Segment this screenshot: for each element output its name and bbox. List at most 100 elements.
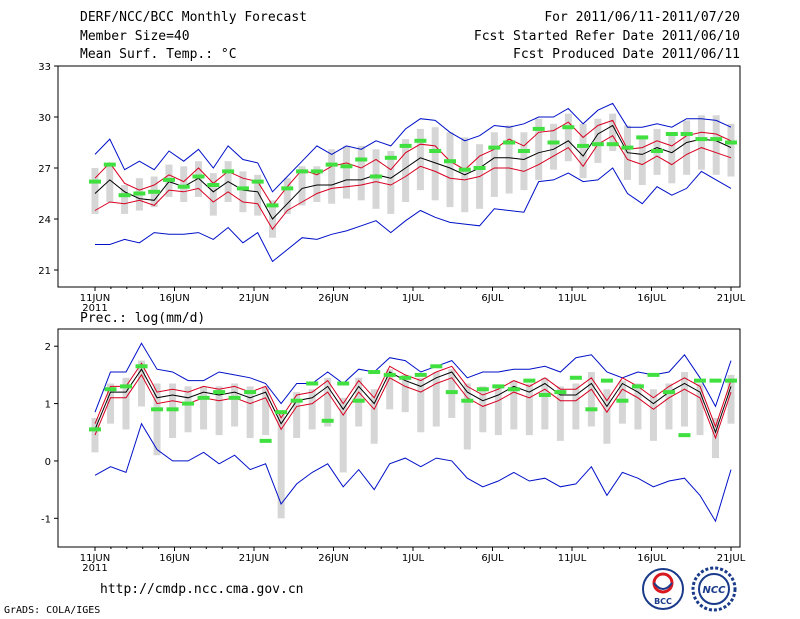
- spread-box: [184, 386, 192, 433]
- observed-marker: [368, 370, 381, 375]
- observed-marker: [228, 395, 241, 400]
- spread-box: [432, 372, 440, 427]
- xtick-label: 21JUL: [717, 293, 746, 304]
- max-line: [94, 342, 732, 413]
- observed-marker: [606, 142, 619, 147]
- observed-marker: [569, 375, 582, 380]
- observed-marker: [275, 410, 288, 415]
- spread-box: [231, 383, 239, 427]
- observed-marker: [693, 378, 706, 383]
- observed-marker: [577, 143, 590, 148]
- ncc-logo-text: NCC: [702, 585, 726, 596]
- observed-marker: [636, 135, 649, 140]
- observed-marker: [461, 398, 474, 403]
- spread-box: [386, 369, 394, 410]
- observed-marker: [709, 378, 722, 383]
- spread-box: [727, 123, 735, 177]
- spread-box: [417, 377, 425, 433]
- spread-box: [357, 145, 365, 201]
- observed-marker: [585, 407, 598, 412]
- spread-box: [609, 113, 617, 151]
- spread-box: [697, 115, 705, 170]
- observed-marker: [476, 387, 489, 392]
- observed-marker: [281, 186, 294, 191]
- observed-marker: [414, 138, 427, 143]
- spread-box: [91, 417, 99, 453]
- spread-box: [416, 128, 424, 191]
- spread-box: [215, 386, 223, 436]
- xtick-label: 21JUN: [239, 553, 269, 564]
- spread-box: [313, 166, 321, 202]
- forecast-period: For 2011/06/11-2011/07/20: [544, 10, 740, 25]
- observed-marker: [503, 140, 516, 145]
- xtick-label: 1JUL: [402, 553, 425, 564]
- spread-box: [727, 374, 735, 424]
- lower-spread-line: [94, 135, 732, 231]
- min-line: [95, 167, 732, 263]
- observed-marker: [458, 167, 471, 172]
- observed-marker: [616, 398, 629, 403]
- xtick-label: 21JUN: [239, 293, 269, 304]
- observed-marker: [162, 177, 175, 182]
- ytick-label: 27: [38, 164, 51, 175]
- spread-box: [254, 174, 262, 216]
- spread-box: [494, 386, 502, 436]
- spread-box: [277, 412, 285, 519]
- xtick-label: 6JUL: [481, 293, 504, 304]
- spread-box: [107, 383, 115, 424]
- observed-marker: [473, 166, 486, 170]
- observed-marker: [507, 387, 520, 392]
- plot-frame-1: [57, 328, 741, 548]
- spread-box: [535, 118, 543, 180]
- observed-marker: [259, 438, 272, 443]
- observed-marker: [151, 407, 164, 412]
- spread-box: [603, 389, 611, 444]
- observed-marker: [662, 390, 675, 395]
- spread-box: [283, 178, 291, 214]
- spread-box: [665, 383, 673, 430]
- spread-box: [91, 168, 99, 214]
- spread-box: [328, 149, 336, 204]
- observed-marker: [236, 186, 249, 191]
- xtick-label: 6JUL: [481, 553, 504, 564]
- observed-marker: [148, 189, 161, 194]
- bcc-logo: BCC: [642, 568, 684, 610]
- spread-box: [572, 383, 580, 430]
- spread-box: [387, 151, 395, 214]
- xtick-year: 2011: [82, 563, 107, 574]
- refer-date: Fcst Started Refer Date 2011/06/10: [473, 29, 740, 44]
- xtick-label: 26JUN: [318, 553, 348, 564]
- spread-box: [594, 118, 602, 163]
- observed-marker: [517, 149, 530, 153]
- spread-box: [106, 164, 114, 202]
- member-size-label: Member Size=40: [80, 29, 190, 44]
- observed-marker: [492, 384, 505, 389]
- observed-marker: [337, 381, 350, 386]
- observed-marker: [399, 143, 412, 148]
- spread-box: [556, 386, 564, 441]
- xtick-label: 1JUL: [402, 293, 425, 304]
- spread-box: [668, 132, 676, 184]
- spread-box: [649, 389, 657, 441]
- xtick-label: 11JUN: [80, 293, 110, 304]
- observed-marker: [177, 184, 190, 189]
- observed-marker: [600, 378, 613, 383]
- observed-marker: [651, 149, 664, 153]
- spread-box: [541, 377, 549, 430]
- observed-marker: [665, 132, 678, 136]
- observed-marker: [120, 384, 133, 389]
- spread-box: [239, 171, 247, 213]
- spread-box: [324, 377, 332, 427]
- observed-marker: [680, 132, 693, 136]
- observed-marker: [678, 433, 691, 438]
- observed-marker: [695, 137, 708, 142]
- observed-marker: [244, 390, 257, 395]
- spread-box: [564, 113, 572, 162]
- observed-marker: [192, 174, 205, 179]
- observed-marker: [370, 174, 383, 179]
- plot-frame-0: [57, 65, 741, 288]
- spread-box: [138, 360, 146, 407]
- xtick-label: 11JUN: [80, 553, 110, 564]
- ytick-label: 24: [38, 215, 51, 226]
